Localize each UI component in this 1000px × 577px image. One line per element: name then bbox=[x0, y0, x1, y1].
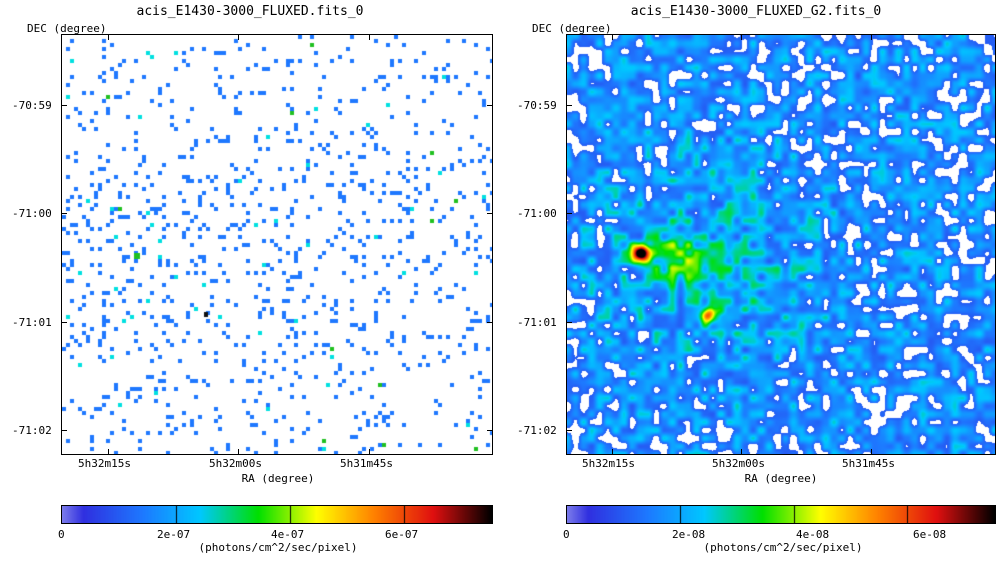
smoothed-image bbox=[567, 35, 995, 454]
y-tick-label: -71:02 bbox=[517, 424, 557, 437]
y-tick-label: -70:59 bbox=[12, 99, 52, 112]
x-tick-mark bbox=[369, 449, 370, 455]
x-tick-mark bbox=[741, 34, 742, 40]
y-tick-mark bbox=[487, 430, 493, 431]
colorbar-tick-label: 4e-08 bbox=[796, 528, 830, 541]
x-axis-label: RA (degree) bbox=[241, 472, 315, 485]
colorbar-tick-label: 6e-08 bbox=[913, 528, 947, 541]
y-tick-mark bbox=[566, 213, 572, 214]
y-tick-label: -71:00 bbox=[12, 207, 52, 220]
colorbar-tick-label: 2e-07 bbox=[157, 528, 191, 541]
y-tick-mark bbox=[61, 322, 67, 323]
y-axis-label: DEC (degree) bbox=[27, 22, 107, 35]
y-tick-mark bbox=[487, 322, 493, 323]
x-tick-label: 5h32m00s bbox=[209, 457, 262, 470]
colorbar-tick-label: 0 bbox=[563, 528, 570, 541]
colorbar-gradient bbox=[62, 506, 492, 523]
colorbar bbox=[61, 505, 493, 524]
colorbar bbox=[566, 505, 996, 524]
y-tick-mark bbox=[566, 322, 572, 323]
y-tick-label: -71:02 bbox=[12, 424, 52, 437]
x-tick-mark bbox=[612, 449, 613, 455]
fluxed-image bbox=[62, 35, 492, 454]
x-tick-label: 5h32m15s bbox=[582, 457, 635, 470]
x-tick-label: 5h32m15s bbox=[78, 457, 131, 470]
x-tick-label: 5h32m00s bbox=[712, 457, 765, 470]
y-tick-label: -71:00 bbox=[517, 207, 557, 220]
y-tick-mark bbox=[566, 105, 572, 106]
y-tick-mark bbox=[487, 213, 493, 214]
x-tick-mark bbox=[741, 449, 742, 455]
colorbar-unit: (photons/cm^2/sec/pixel) bbox=[198, 541, 358, 554]
x-tick-mark bbox=[871, 34, 872, 40]
x-tick-mark bbox=[871, 449, 872, 455]
image-plot-smoothed[interactable] bbox=[566, 34, 996, 455]
colorbar-gradient bbox=[567, 506, 995, 523]
x-tick-mark bbox=[369, 34, 370, 40]
x-tick-label: 5h31m45s bbox=[842, 457, 895, 470]
y-tick-mark bbox=[487, 105, 493, 106]
image-plot-raw[interactable] bbox=[61, 34, 493, 455]
x-tick-mark bbox=[612, 34, 613, 40]
x-tick-label: 5h31m45s bbox=[340, 457, 393, 470]
y-tick-mark bbox=[566, 430, 572, 431]
left-panel: acis_E1430-3000_FLUXED.fits_0 DEC (degre… bbox=[12, 4, 493, 554]
colorbar-tick-label: 6e-07 bbox=[385, 528, 419, 541]
panel-title: acis_E1430-3000_FLUXED_G2.fits_0 bbox=[630, 4, 882, 19]
y-tick-label: -71:01 bbox=[517, 316, 557, 329]
y-tick-mark bbox=[61, 213, 67, 214]
x-tick-mark bbox=[238, 449, 239, 455]
y-tick-label: -70:59 bbox=[517, 99, 557, 112]
colorbar-tick-label: 4e-07 bbox=[271, 528, 305, 541]
panel-title: acis_E1430-3000_FLUXED.fits_0 bbox=[136, 4, 364, 19]
right-panel: acis_E1430-3000_FLUXED_G2.fits_0 DEC (de… bbox=[500, 0, 1000, 577]
y-tick-mark bbox=[61, 105, 67, 106]
y-tick-mark bbox=[61, 430, 67, 431]
colorbar-tick-label: 0 bbox=[58, 528, 65, 541]
y-tick-label: -71:01 bbox=[12, 316, 52, 329]
x-tick-mark bbox=[108, 34, 109, 40]
colorbar-tick-label: 2e-08 bbox=[672, 528, 706, 541]
colorbar-unit: (photons/cm^2/sec/pixel) bbox=[703, 541, 863, 554]
y-axis-label: DEC (degree) bbox=[532, 22, 612, 35]
x-tick-mark bbox=[238, 34, 239, 40]
x-tick-mark bbox=[108, 449, 109, 455]
x-axis-label: RA (degree) bbox=[744, 472, 818, 485]
